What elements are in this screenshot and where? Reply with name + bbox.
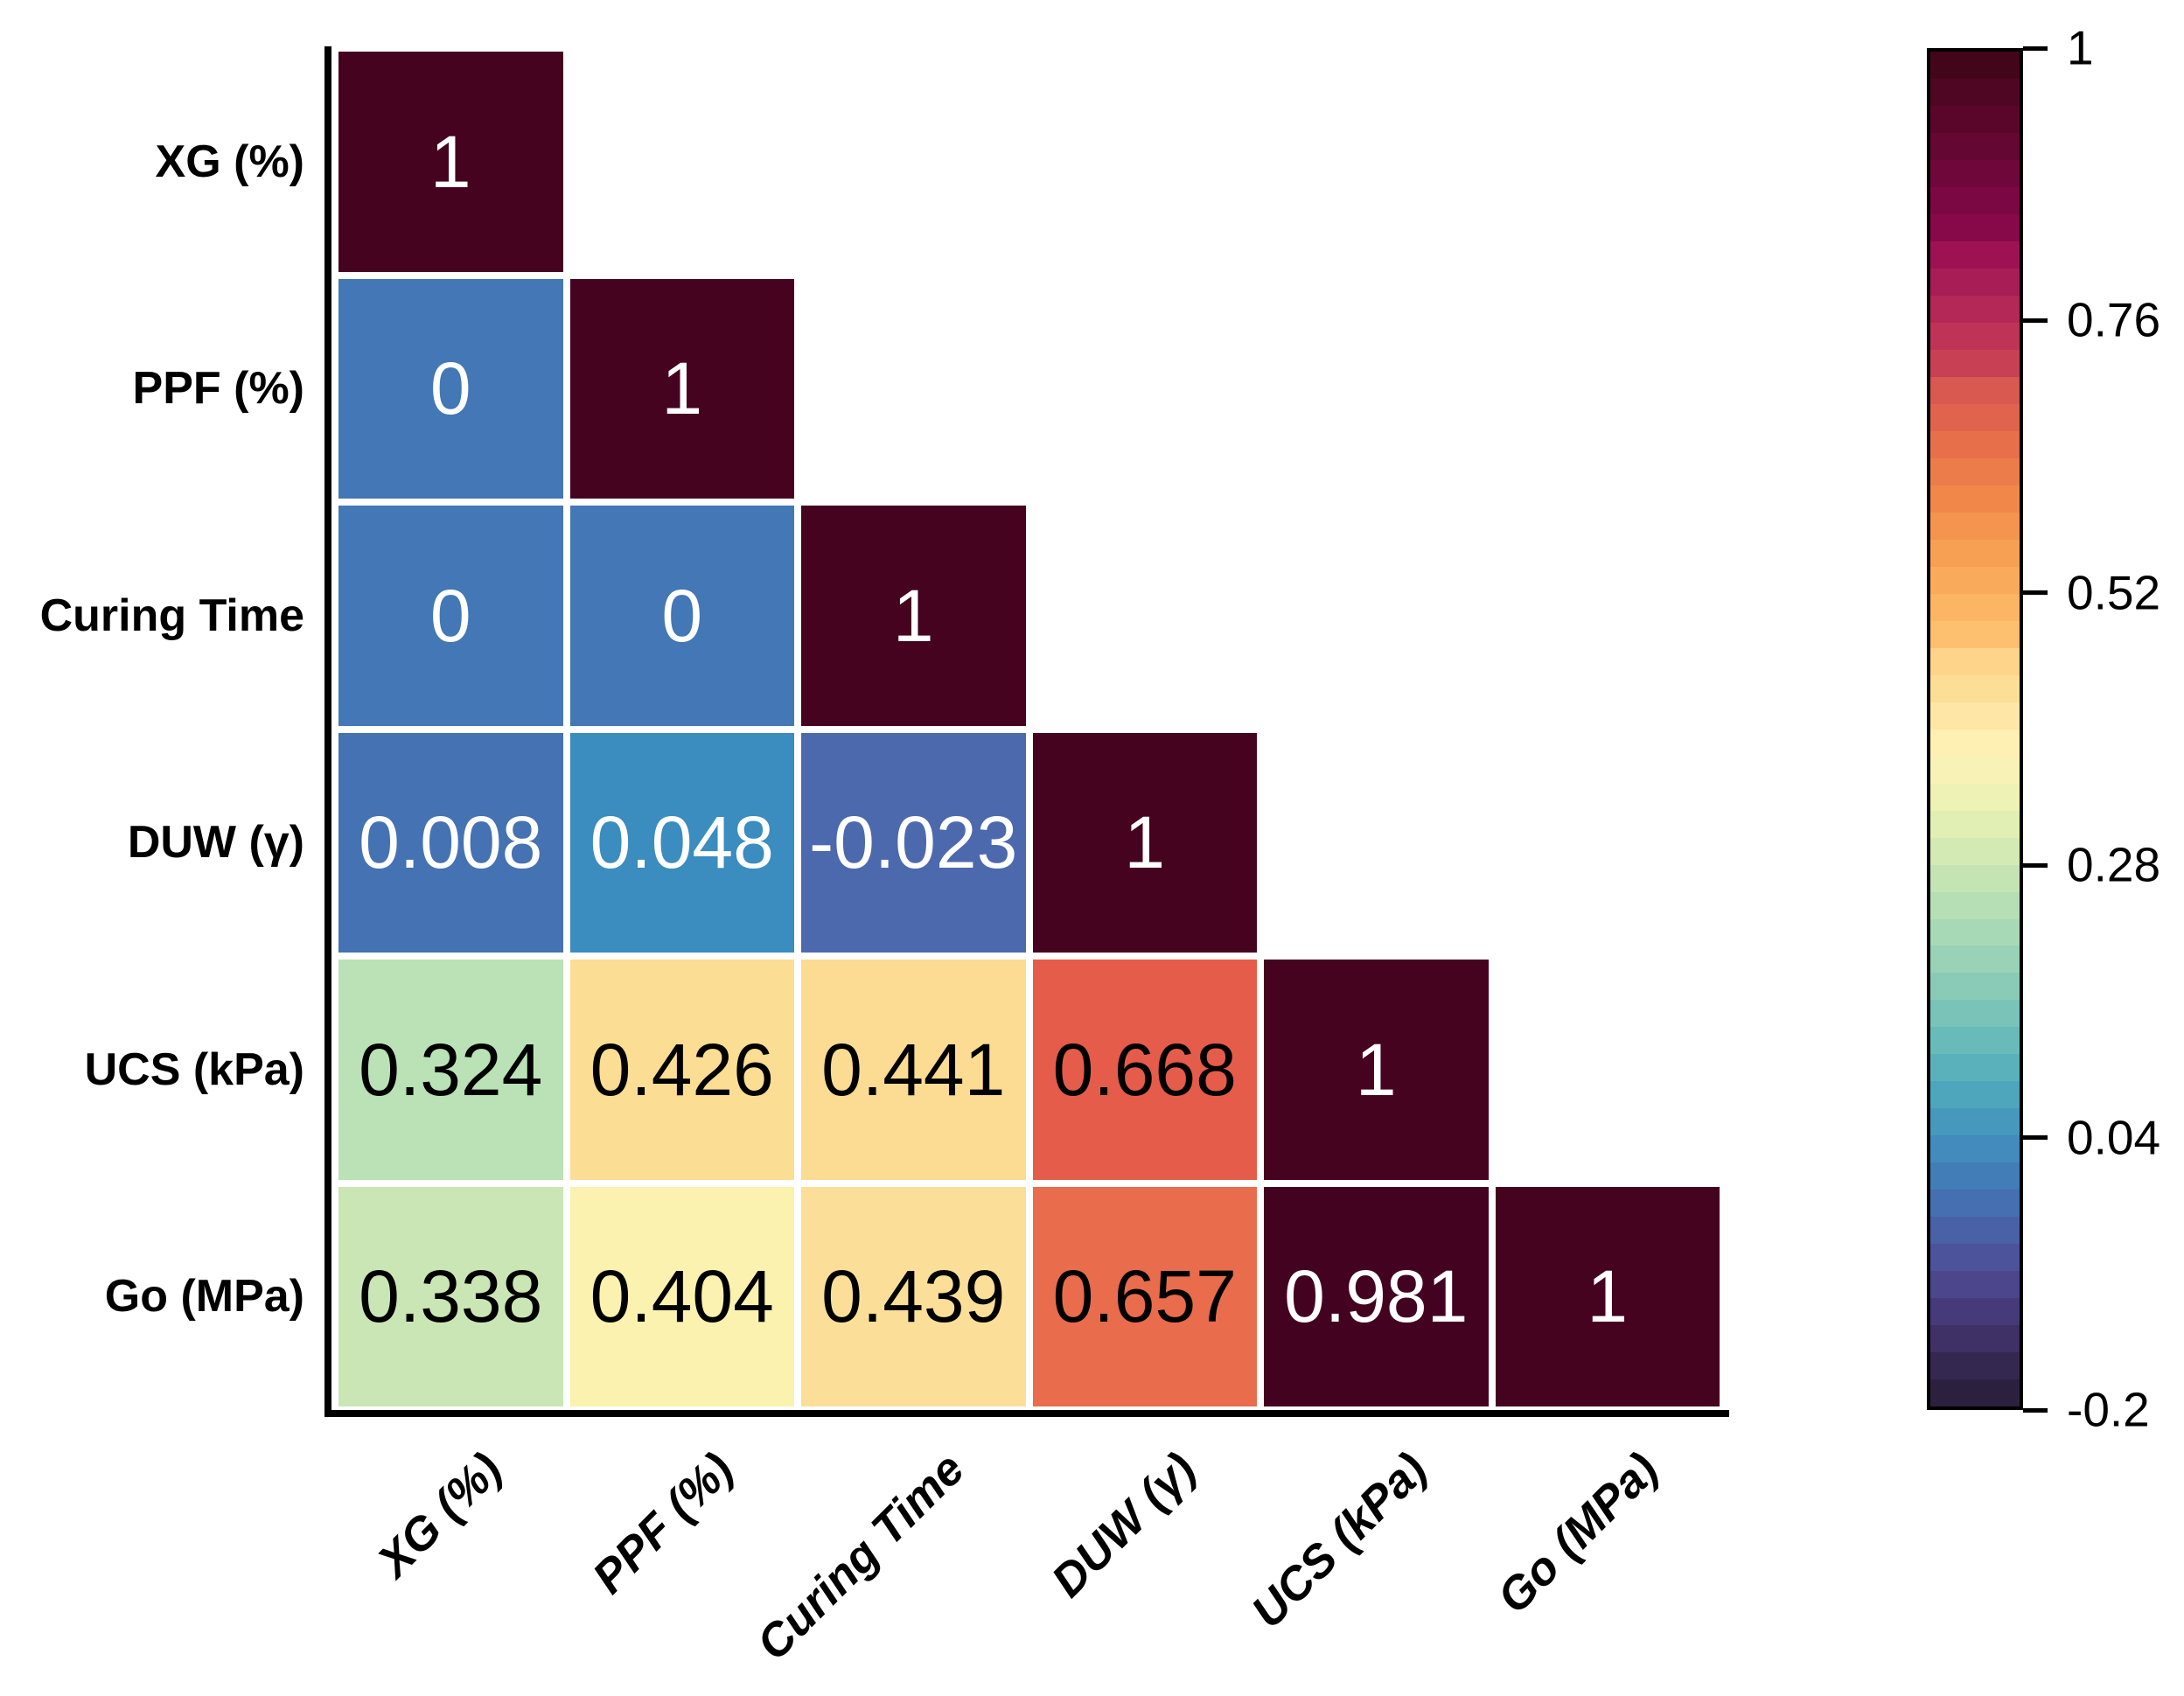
colorbar-band-42 (1930, 1190, 2020, 1218)
colorbar-band-46 (1930, 1298, 2020, 1326)
colorbar-band-35 (1930, 1000, 2020, 1028)
heatmap-cell-1-0: 0 (338, 278, 563, 499)
colorbar-band-12 (1930, 376, 2020, 404)
colorbar-band-0 (1930, 52, 2020, 79)
colorbar-tick-0.76 (2023, 318, 2048, 323)
colorbar-band-21 (1930, 620, 2020, 648)
colorbar-band-2 (1930, 105, 2020, 133)
x-axis-label-0: XG (%) (367, 1442, 512, 1588)
colorbar-band-32 (1930, 918, 2020, 946)
heatmap-cell-3-0: 0.008 (338, 732, 563, 953)
colorbar-tick-label-0.76: 0.76 (2067, 292, 2161, 347)
x-axis-spine (324, 1410, 1729, 1417)
colorbar-band-23 (1930, 674, 2020, 702)
heatmap-cell-5-2: 0.439 (801, 1186, 1026, 1406)
y-axis-label-5: Go (MPa) (104, 1271, 304, 1323)
colorbar-band-4 (1930, 159, 2020, 187)
colorbar-band-36 (1930, 1027, 2020, 1055)
colorbar-band-13 (1930, 403, 2020, 431)
colorbar-band-7 (1930, 241, 2020, 269)
colorbar-band-43 (1930, 1217, 2020, 1245)
colorbar-band-24 (1930, 701, 2020, 729)
colorbar-band-14 (1930, 430, 2020, 458)
heatmap-cell-4-2: 0.441 (801, 960, 1026, 1180)
colorbar-tick-label-0.04: 0.04 (2067, 1110, 2161, 1165)
colorbar-band-5 (1930, 186, 2020, 214)
colorbar-band-39 (1930, 1108, 2020, 1136)
colorbar-tick-label-0.28: 0.28 (2067, 837, 2161, 892)
colorbar-tick-1 (2023, 45, 2048, 51)
colorbar-band-6 (1930, 213, 2020, 241)
heatmap-cell-2-1: 0 (569, 506, 794, 726)
colorbar-band-48 (1930, 1352, 2020, 1380)
colorbar-band-27 (1930, 783, 2020, 811)
colorbar-band-49 (1930, 1379, 2020, 1407)
heatmap-cell-1-1: 1 (569, 278, 794, 499)
y-axis-spine (324, 46, 331, 1417)
colorbar-band-17 (1930, 512, 2020, 540)
x-axis-label-2: Curing Time (747, 1442, 974, 1671)
colorbar-band-3 (1930, 132, 2020, 160)
colorbar-tick-label--0.2: -0.2 (2067, 1382, 2150, 1437)
colorbar-band-44 (1930, 1244, 2020, 1272)
colorbar-band-38 (1930, 1081, 2020, 1109)
heatmap-cell-4-3: 0.668 (1032, 960, 1257, 1180)
heatmap-cell-4-0: 0.324 (338, 960, 563, 1180)
colorbar-band-19 (1930, 566, 2020, 594)
colorbar-tick-label-1: 1 (2067, 20, 2094, 75)
x-axis-label-4: UCS (kPa) (1241, 1442, 1437, 1638)
colorbar-tick-0.28 (2023, 862, 2048, 868)
colorbar-band-16 (1930, 485, 2020, 513)
heatmap-cell-0-0: 1 (338, 52, 563, 272)
heatmap-cell-2-0: 0 (338, 506, 563, 726)
colorbar-band-34 (1930, 973, 2020, 1001)
colorbar-band-37 (1930, 1054, 2020, 1082)
x-axis-label-3: DUW (γ) (1041, 1442, 1206, 1608)
colorbar-band-41 (1930, 1162, 2020, 1190)
colorbar-tick-label-0.52: 0.52 (2067, 565, 2161, 620)
y-axis-label-3: DUW (γ) (127, 817, 304, 869)
x-axis-label-1: PPF (%) (583, 1442, 743, 1604)
colorbar-band-11 (1930, 349, 2020, 377)
colorbar-band-26 (1930, 756, 2020, 784)
heatmap-cell-3-2: -0.023 (801, 732, 1026, 953)
heatmap-cell-3-3: 1 (1032, 732, 1257, 953)
colorbar-tick-0.52 (2023, 590, 2048, 596)
y-axis-label-1: PPF (%) (132, 363, 304, 415)
colorbar-tick-0.04 (2023, 1135, 2048, 1141)
colorbar-band-10 (1930, 322, 2020, 350)
colorbar-band-45 (1930, 1271, 2020, 1299)
colorbar-band-9 (1930, 295, 2020, 323)
colorbar-band-30 (1930, 864, 2020, 892)
heatmap-cell-4-4: 1 (1264, 960, 1489, 1180)
heatmap-cell-5-4: 0.981 (1264, 1186, 1489, 1406)
heatmap-cell-5-3: 0.657 (1032, 1186, 1257, 1406)
colorbar-band-18 (1930, 539, 2020, 567)
heatmap-cell-5-1: 0.404 (569, 1186, 794, 1406)
y-axis-label-4: UCS (kPa) (84, 1043, 304, 1095)
colorbar-band-1 (1930, 78, 2020, 106)
y-axis-label-2: Curing Time (39, 590, 304, 641)
heatmap-cell-4-1: 0.426 (569, 960, 794, 1180)
heatmap-cell-5-5: 1 (1495, 1186, 1720, 1406)
colorbar-band-31 (1930, 891, 2020, 919)
colorbar-band-28 (1930, 810, 2020, 838)
colorbar-band-15 (1930, 457, 2020, 485)
colorbar (1927, 48, 2023, 1410)
colorbar-band-40 (1930, 1135, 2020, 1163)
heatmap-cell-2-2: 1 (801, 506, 1026, 726)
x-axis-label-5: Go (MPa) (1488, 1442, 1669, 1624)
y-axis-label-0: XG (%) (155, 136, 304, 187)
heatmap-cell-5-0: 0.338 (338, 1186, 563, 1406)
colorbar-band-29 (1930, 837, 2020, 865)
colorbar-band-22 (1930, 647, 2020, 675)
colorbar-tick--0.2 (2023, 1407, 2048, 1413)
colorbar-band-20 (1930, 593, 2020, 621)
heatmap-cell-3-1: 0.048 (569, 732, 794, 953)
colorbar-band-25 (1930, 729, 2020, 757)
colorbar-band-33 (1930, 946, 2020, 974)
colorbar-band-47 (1930, 1325, 2020, 1353)
colorbar-band-8 (1930, 268, 2020, 296)
